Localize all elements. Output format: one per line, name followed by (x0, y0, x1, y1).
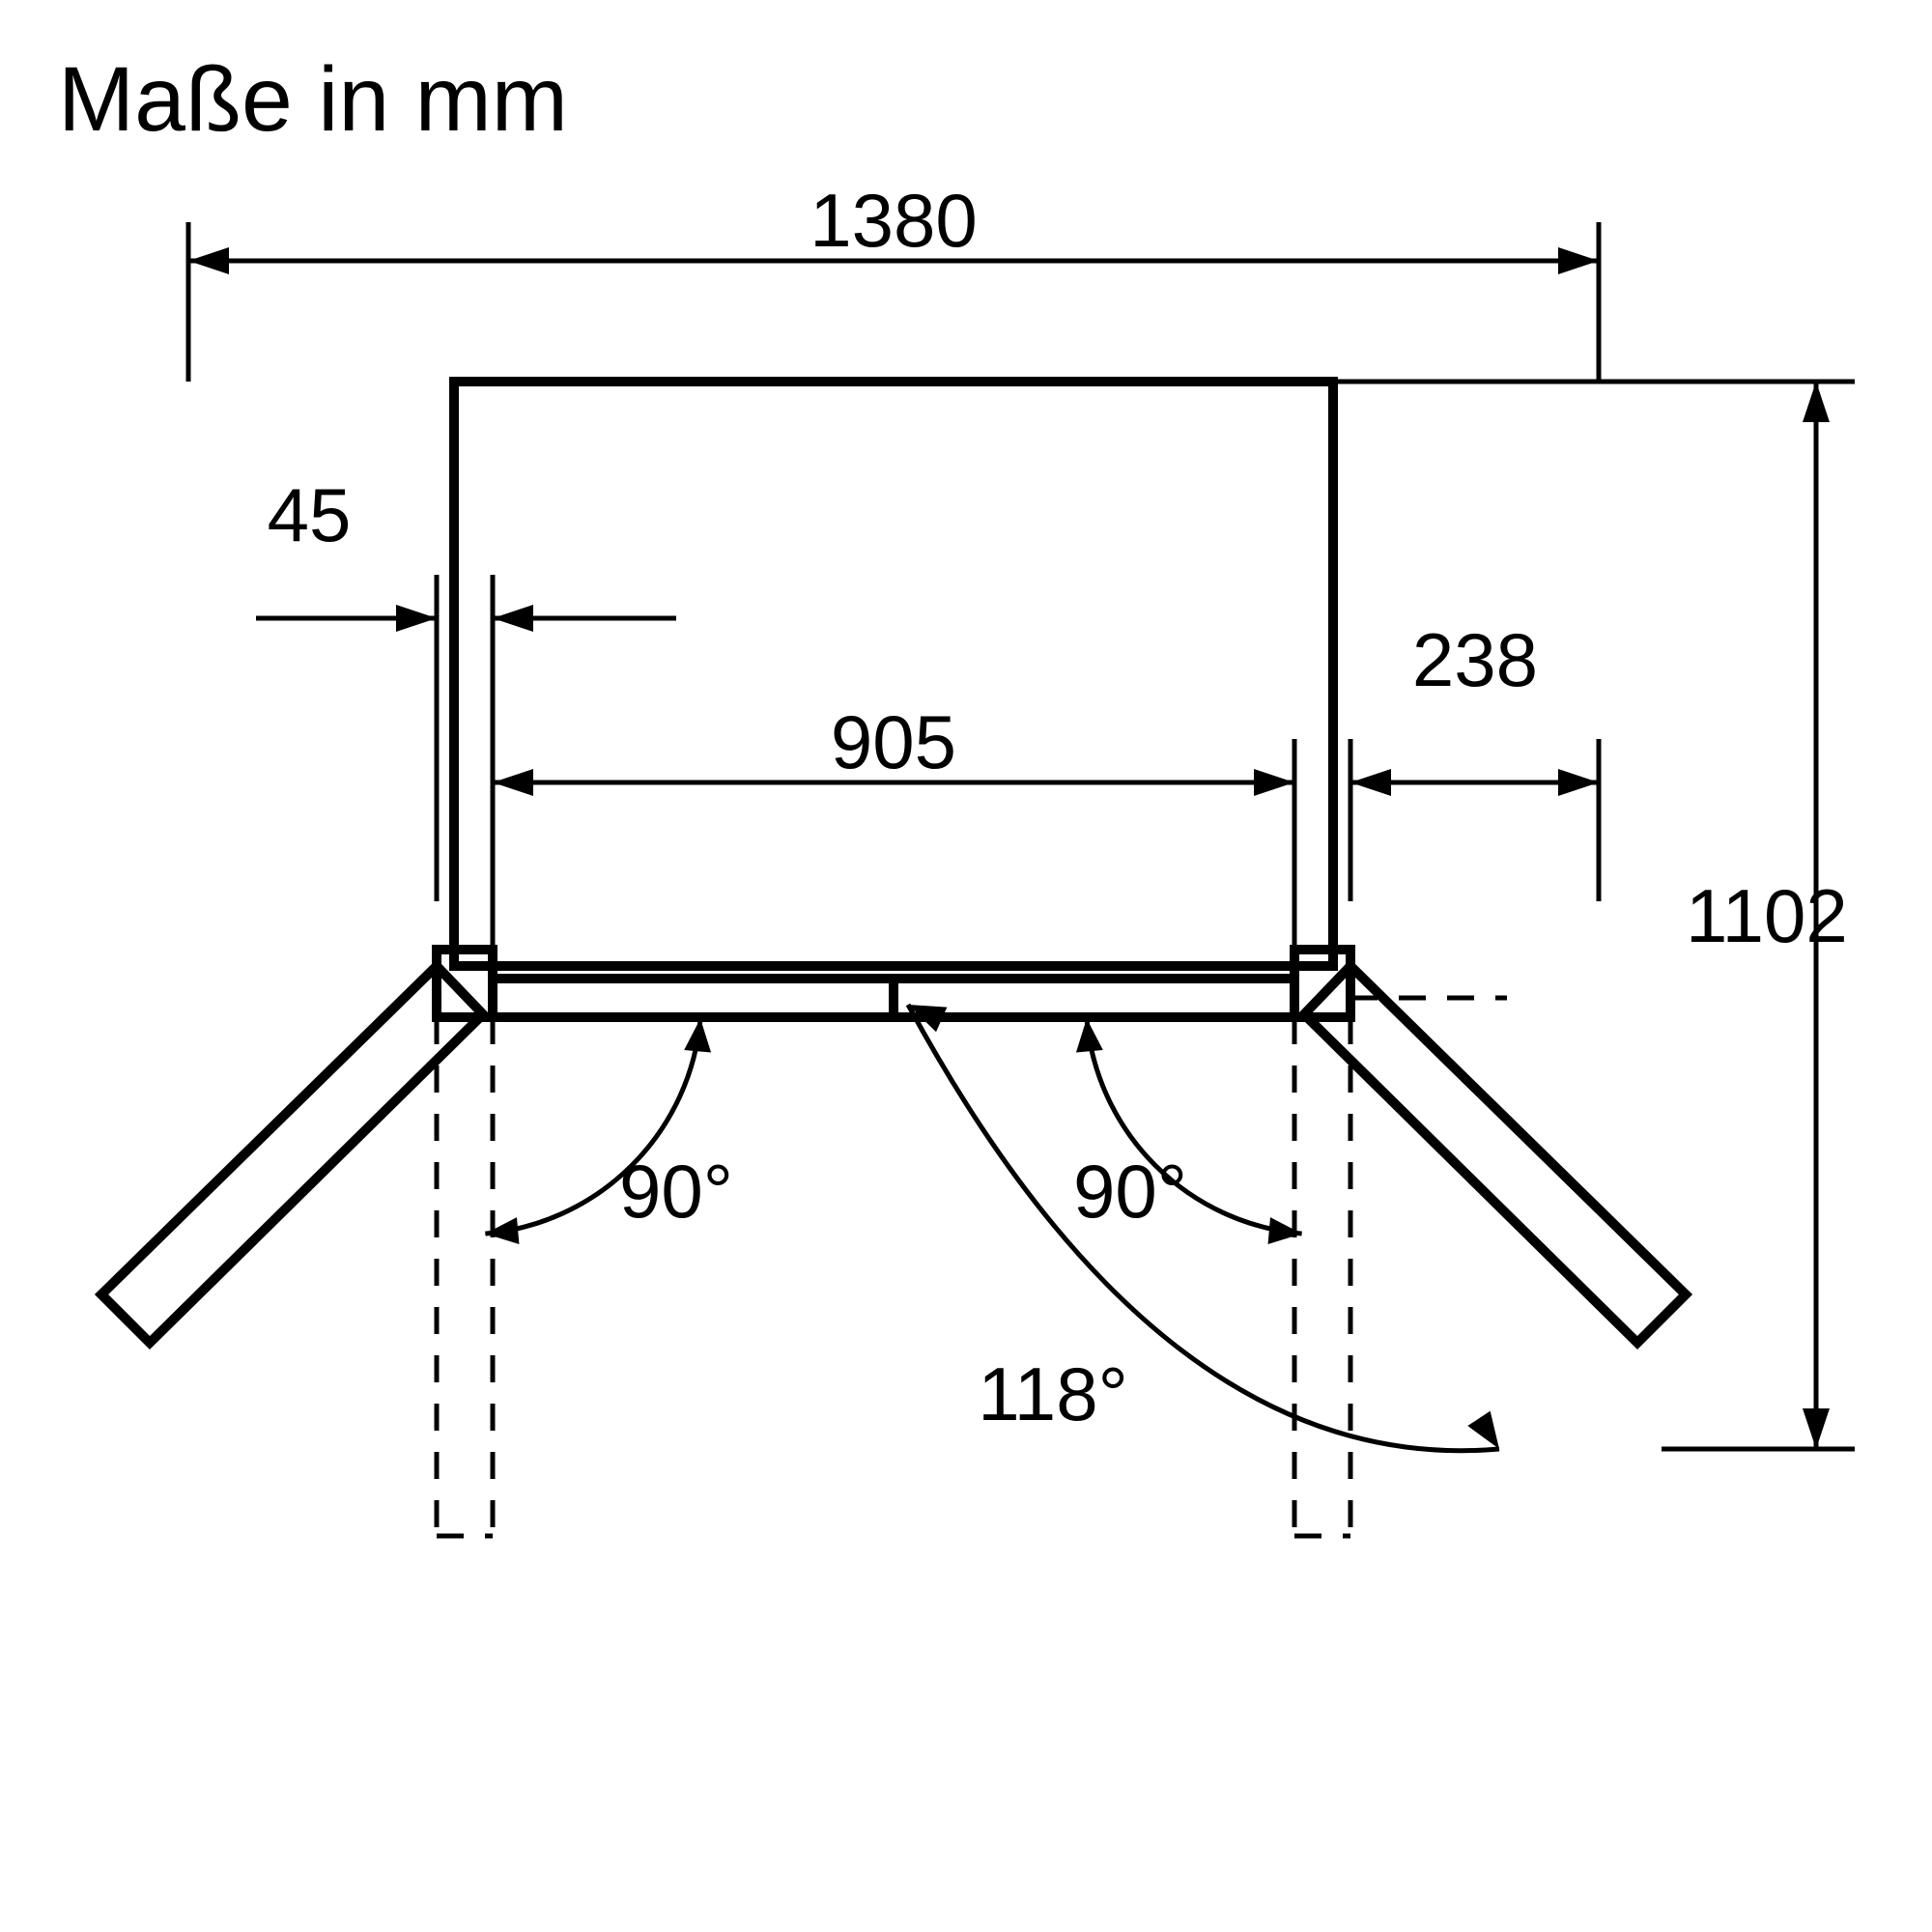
hinge-left (437, 950, 493, 1017)
dim-905: 905 (831, 699, 956, 784)
dim-45: 45 (268, 472, 352, 557)
angle-90-left: 90° (619, 1149, 733, 1234)
dim-238: 238 (1412, 617, 1538, 702)
dim-1102: 1102 (1686, 873, 1848, 958)
title: Maße in mm (58, 48, 568, 151)
door-left (101, 966, 483, 1343)
cabinet-body (454, 382, 1333, 966)
door-right (1304, 966, 1686, 1343)
angle-90-right: 90° (1073, 1149, 1187, 1234)
angle-118: 118° (978, 1351, 1128, 1436)
hinge-right (1294, 950, 1350, 1017)
dim-1380: 1380 (810, 178, 978, 263)
